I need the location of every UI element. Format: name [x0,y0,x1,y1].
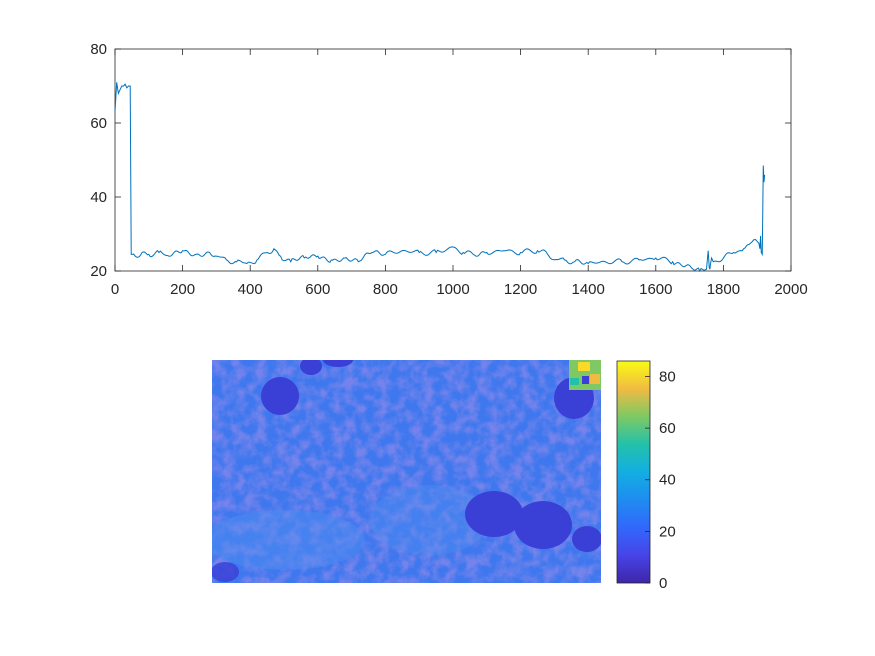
line-plot-area [114,48,792,272]
x-tick-label: 1000 [436,281,469,298]
y-tick-label: 40 [90,189,107,206]
heatmap-blob [212,562,239,582]
heatmap-bright-patch [590,374,600,384]
x-tick-label: 200 [170,281,195,298]
x-tick-label: 1800 [707,281,740,298]
heatmap-chart [212,360,601,583]
line-chart: 0 200 400 600 800 1000 1200 1400 1600 1800 2000 20 4… [90,41,807,298]
line-series-group [114,82,766,273]
heatmap-blob [300,360,322,375]
colorbar-tick-label: 40 [659,472,676,489]
colorbar-tick-label: 80 [659,368,676,385]
y-tick-label: 60 [90,115,107,132]
colorbar-tick-label: 20 [659,523,676,540]
heatmap-blob [465,491,523,537]
x-tick-label: 400 [238,281,263,298]
heatmap-light-region [212,510,365,570]
colorbar-tick-label: 60 [659,420,676,437]
heatmap-blob [323,360,353,367]
y-tick-label: 20 [90,263,107,280]
colorbar-tick-label: 0 [659,575,667,592]
x-tick-label: 1600 [639,281,672,298]
x-tick-label: 1200 [504,281,537,298]
heatmap-bright-patch [578,362,590,371]
heatmap-light-region [370,485,490,555]
line-ticks: 0 200 400 600 800 1000 1200 1400 1600 1800 2000 20 4… [90,41,807,298]
heatmap-bright-patch [570,378,579,385]
x-tick-label: 2000 [774,281,807,298]
heatmap-blob [572,526,601,552]
x-tick-label: 600 [305,281,330,298]
colorbar: 0 20 40 60 80 [616,360,676,592]
x-tick-label: 800 [373,281,398,298]
x-tick-label: 1400 [572,281,605,298]
line-series [114,82,766,273]
x-tick-label: 0 [111,281,119,298]
heatmap-bright-patch [582,376,589,384]
heatmap-blob [261,377,299,415]
y-tick-label: 80 [90,41,107,58]
colorbar-ticks: 0 20 40 60 80 [645,368,676,592]
colorbar-gradient [616,360,651,584]
heatmap-blob [514,501,572,549]
